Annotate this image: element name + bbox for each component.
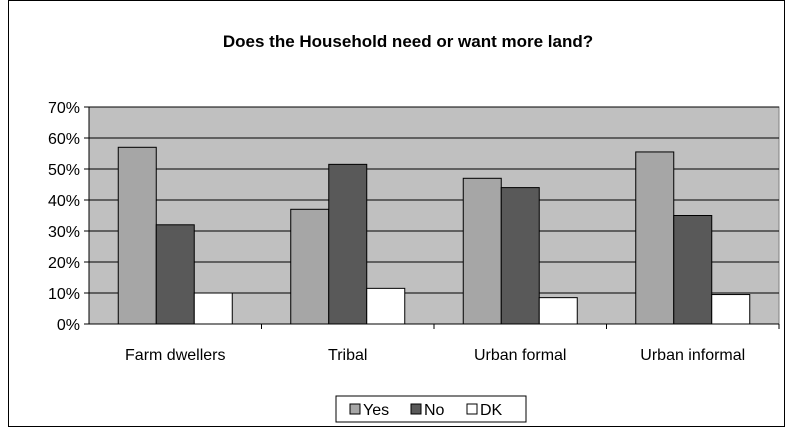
legend-swatch: [466, 403, 478, 415]
x-tick-label: Urban formal: [474, 347, 566, 364]
bar: [673, 215, 713, 325]
bar: [462, 177, 502, 325]
bar: [538, 297, 578, 325]
bar: [711, 294, 751, 325]
legend-label: DK: [480, 402, 503, 419]
y-tick-label: 0%: [57, 317, 80, 334]
bar: [155, 224, 195, 325]
y-tick-label: 30%: [48, 224, 80, 241]
bar: [366, 287, 406, 325]
x-tick-label: Urban informal: [640, 347, 745, 364]
bar: [500, 187, 540, 325]
bar: [635, 151, 675, 325]
bar: [290, 208, 330, 325]
legend-swatch: [349, 403, 361, 415]
y-tick-label: 20%: [48, 255, 80, 272]
y-tick-label: 60%: [48, 131, 80, 148]
y-tick-label: 40%: [48, 193, 80, 210]
bar: [193, 292, 233, 325]
y-tick-label: 50%: [48, 162, 80, 179]
chart-title: Does the Household need or want more lan…: [223, 32, 593, 51]
legend-label: Yes: [363, 402, 389, 419]
legend-label: No: [424, 402, 445, 419]
bar: [328, 163, 368, 325]
plot-area: 0% 10% 20% 30% 40% 50% 60% 70% Farm dwellers Trib…: [48, 100, 780, 364]
y-tick-label: 10%: [48, 286, 80, 303]
legend-box: [335, 395, 527, 423]
bar: [117, 146, 157, 325]
legend-swatch: [410, 403, 422, 415]
y-tick-label: 70%: [48, 100, 80, 117]
x-tick-label: Farm dwellers: [125, 347, 225, 364]
legend: Yes No DK: [335, 395, 527, 423]
x-tick-label: Tribal: [328, 347, 367, 364]
